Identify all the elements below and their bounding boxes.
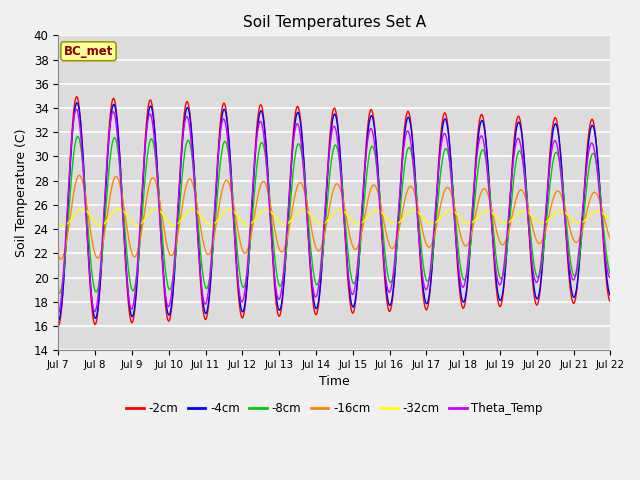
Y-axis label: Soil Temperature (C): Soil Temperature (C)	[15, 129, 28, 257]
Text: BC_met: BC_met	[64, 45, 113, 58]
Legend: -2cm, -4cm, -8cm, -16cm, -32cm, Theta_Temp: -2cm, -4cm, -8cm, -16cm, -32cm, Theta_Te…	[122, 397, 547, 420]
X-axis label: Time: Time	[319, 375, 349, 388]
Title: Soil Temperatures Set A: Soil Temperatures Set A	[243, 15, 426, 30]
